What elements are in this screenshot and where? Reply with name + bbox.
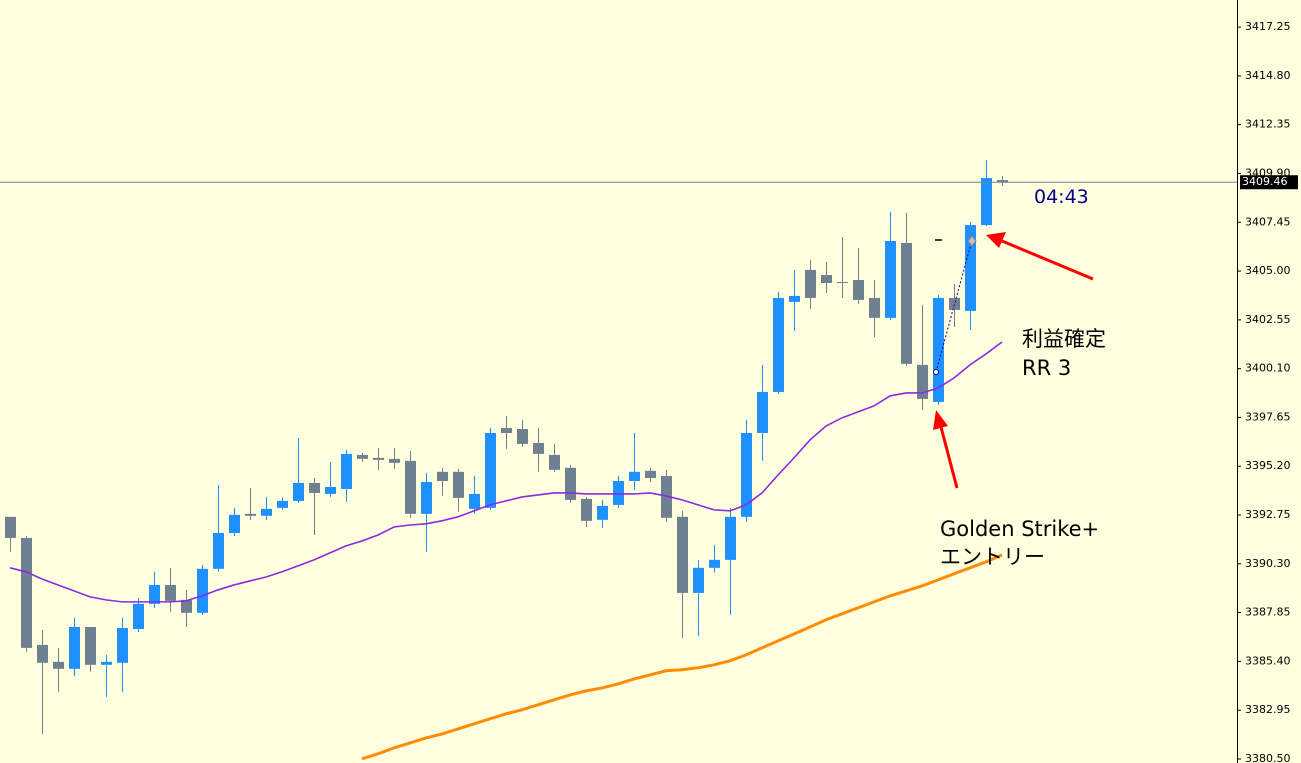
candle-body (901, 242, 912, 364)
candle-body (565, 467, 576, 500)
candle-body (773, 297, 784, 392)
candle-body (549, 454, 560, 470)
candle-body (997, 180, 1008, 183)
candle-body (501, 428, 512, 433)
candle-body (421, 481, 432, 514)
y-tick-label: 3400.10 (1245, 362, 1291, 375)
annotation: Golden Strike+ (940, 517, 1099, 541)
candle-body (917, 364, 928, 399)
y-tick-label: 3385.40 (1245, 654, 1291, 667)
y-tick-label: 3395.20 (1245, 459, 1291, 472)
candle-body (53, 661, 64, 669)
candle-body (645, 470, 656, 478)
candle-body (213, 532, 224, 569)
candle-body (309, 482, 320, 493)
candle-body (277, 500, 288, 508)
candle-body (357, 454, 368, 459)
candle-body (885, 240, 896, 318)
y-tick-label: 3397.65 (1245, 410, 1291, 423)
candle-body (101, 661, 112, 665)
candle-body (117, 627, 128, 663)
candle-body (853, 280, 864, 300)
candle-body (613, 480, 624, 505)
candle-body (229, 514, 240, 533)
moving-average (9, 341, 1003, 603)
annotation: 利益確定 (1022, 327, 1106, 351)
arrows (933, 232, 1094, 489)
candle-body (245, 513, 256, 516)
candle-body (533, 442, 544, 454)
candle-body (933, 297, 944, 402)
candle-body (341, 453, 352, 489)
y-tick-label: 3407.45 (1245, 215, 1291, 228)
candle-body (869, 297, 880, 318)
current-price-label: 3409.46 (1242, 175, 1288, 188)
y-tick-label: 3417.25 (1245, 20, 1291, 33)
candle-body (837, 282, 848, 284)
candle-body (405, 460, 416, 514)
candle-body (661, 476, 672, 518)
candle-body (469, 493, 480, 509)
candle-body (21, 537, 32, 648)
y-tick-label: 3392.75 (1245, 508, 1291, 521)
annotation: RR 3 (1022, 356, 1071, 380)
candle-body (181, 599, 192, 613)
y-tick-label: 3380.50 (1245, 752, 1291, 763)
candle-body (37, 644, 48, 663)
candle-body (261, 508, 272, 516)
candle-body (5, 516, 16, 538)
candle-body (165, 584, 176, 601)
candle-body (293, 482, 304, 501)
entry-marker (933, 369, 939, 375)
candle-body (373, 457, 384, 460)
y-tick-label: 3390.30 (1245, 557, 1291, 570)
candle-body (581, 498, 592, 521)
plot-area (5, 159, 1008, 761)
timer: 04:43 (1034, 186, 1089, 208)
candle-body (85, 626, 96, 665)
candle-body (389, 458, 400, 463)
candle-body (485, 432, 496, 508)
arrow-exit (1001, 239, 1094, 281)
candle-body (629, 471, 640, 481)
candle-body (133, 603, 144, 629)
candle-body (965, 225, 976, 311)
candle-body (741, 432, 752, 517)
candle-body (949, 297, 960, 310)
candle-body (805, 269, 816, 298)
arrow-head (986, 232, 1006, 248)
candle-body (325, 486, 336, 494)
annotation: エントリー (940, 545, 1045, 569)
candle-body (69, 626, 80, 669)
candle-body (197, 568, 208, 613)
candle-body (437, 471, 448, 481)
y-tick-label: 3405.00 (1245, 264, 1291, 277)
candle-body (453, 471, 464, 498)
y-tick-label: 3412.35 (1245, 118, 1291, 131)
trade-line (935, 239, 973, 373)
candle-body (709, 559, 720, 568)
y-tick-label: 3414.80 (1245, 69, 1291, 82)
candle-body (693, 567, 704, 593)
y-tick-label: 3387.85 (1245, 606, 1291, 619)
candle-body (725, 516, 736, 560)
candle-body (149, 584, 160, 604)
moving-average (361, 553, 1003, 761)
candle-body (677, 516, 688, 593)
current-price-tag (1240, 175, 1298, 190)
candle-body (597, 505, 608, 520)
exit-marker (967, 235, 977, 247)
y-tick-label: 3382.95 (1245, 703, 1291, 716)
arrow-head (933, 410, 948, 430)
y-tick-label: 3402.55 (1245, 313, 1291, 326)
candle-body (789, 295, 800, 302)
candle-body (757, 391, 768, 433)
candle-body (981, 178, 992, 226)
candle-body (821, 275, 832, 284)
candle-body (517, 429, 528, 444)
arrow-entry (939, 426, 959, 489)
